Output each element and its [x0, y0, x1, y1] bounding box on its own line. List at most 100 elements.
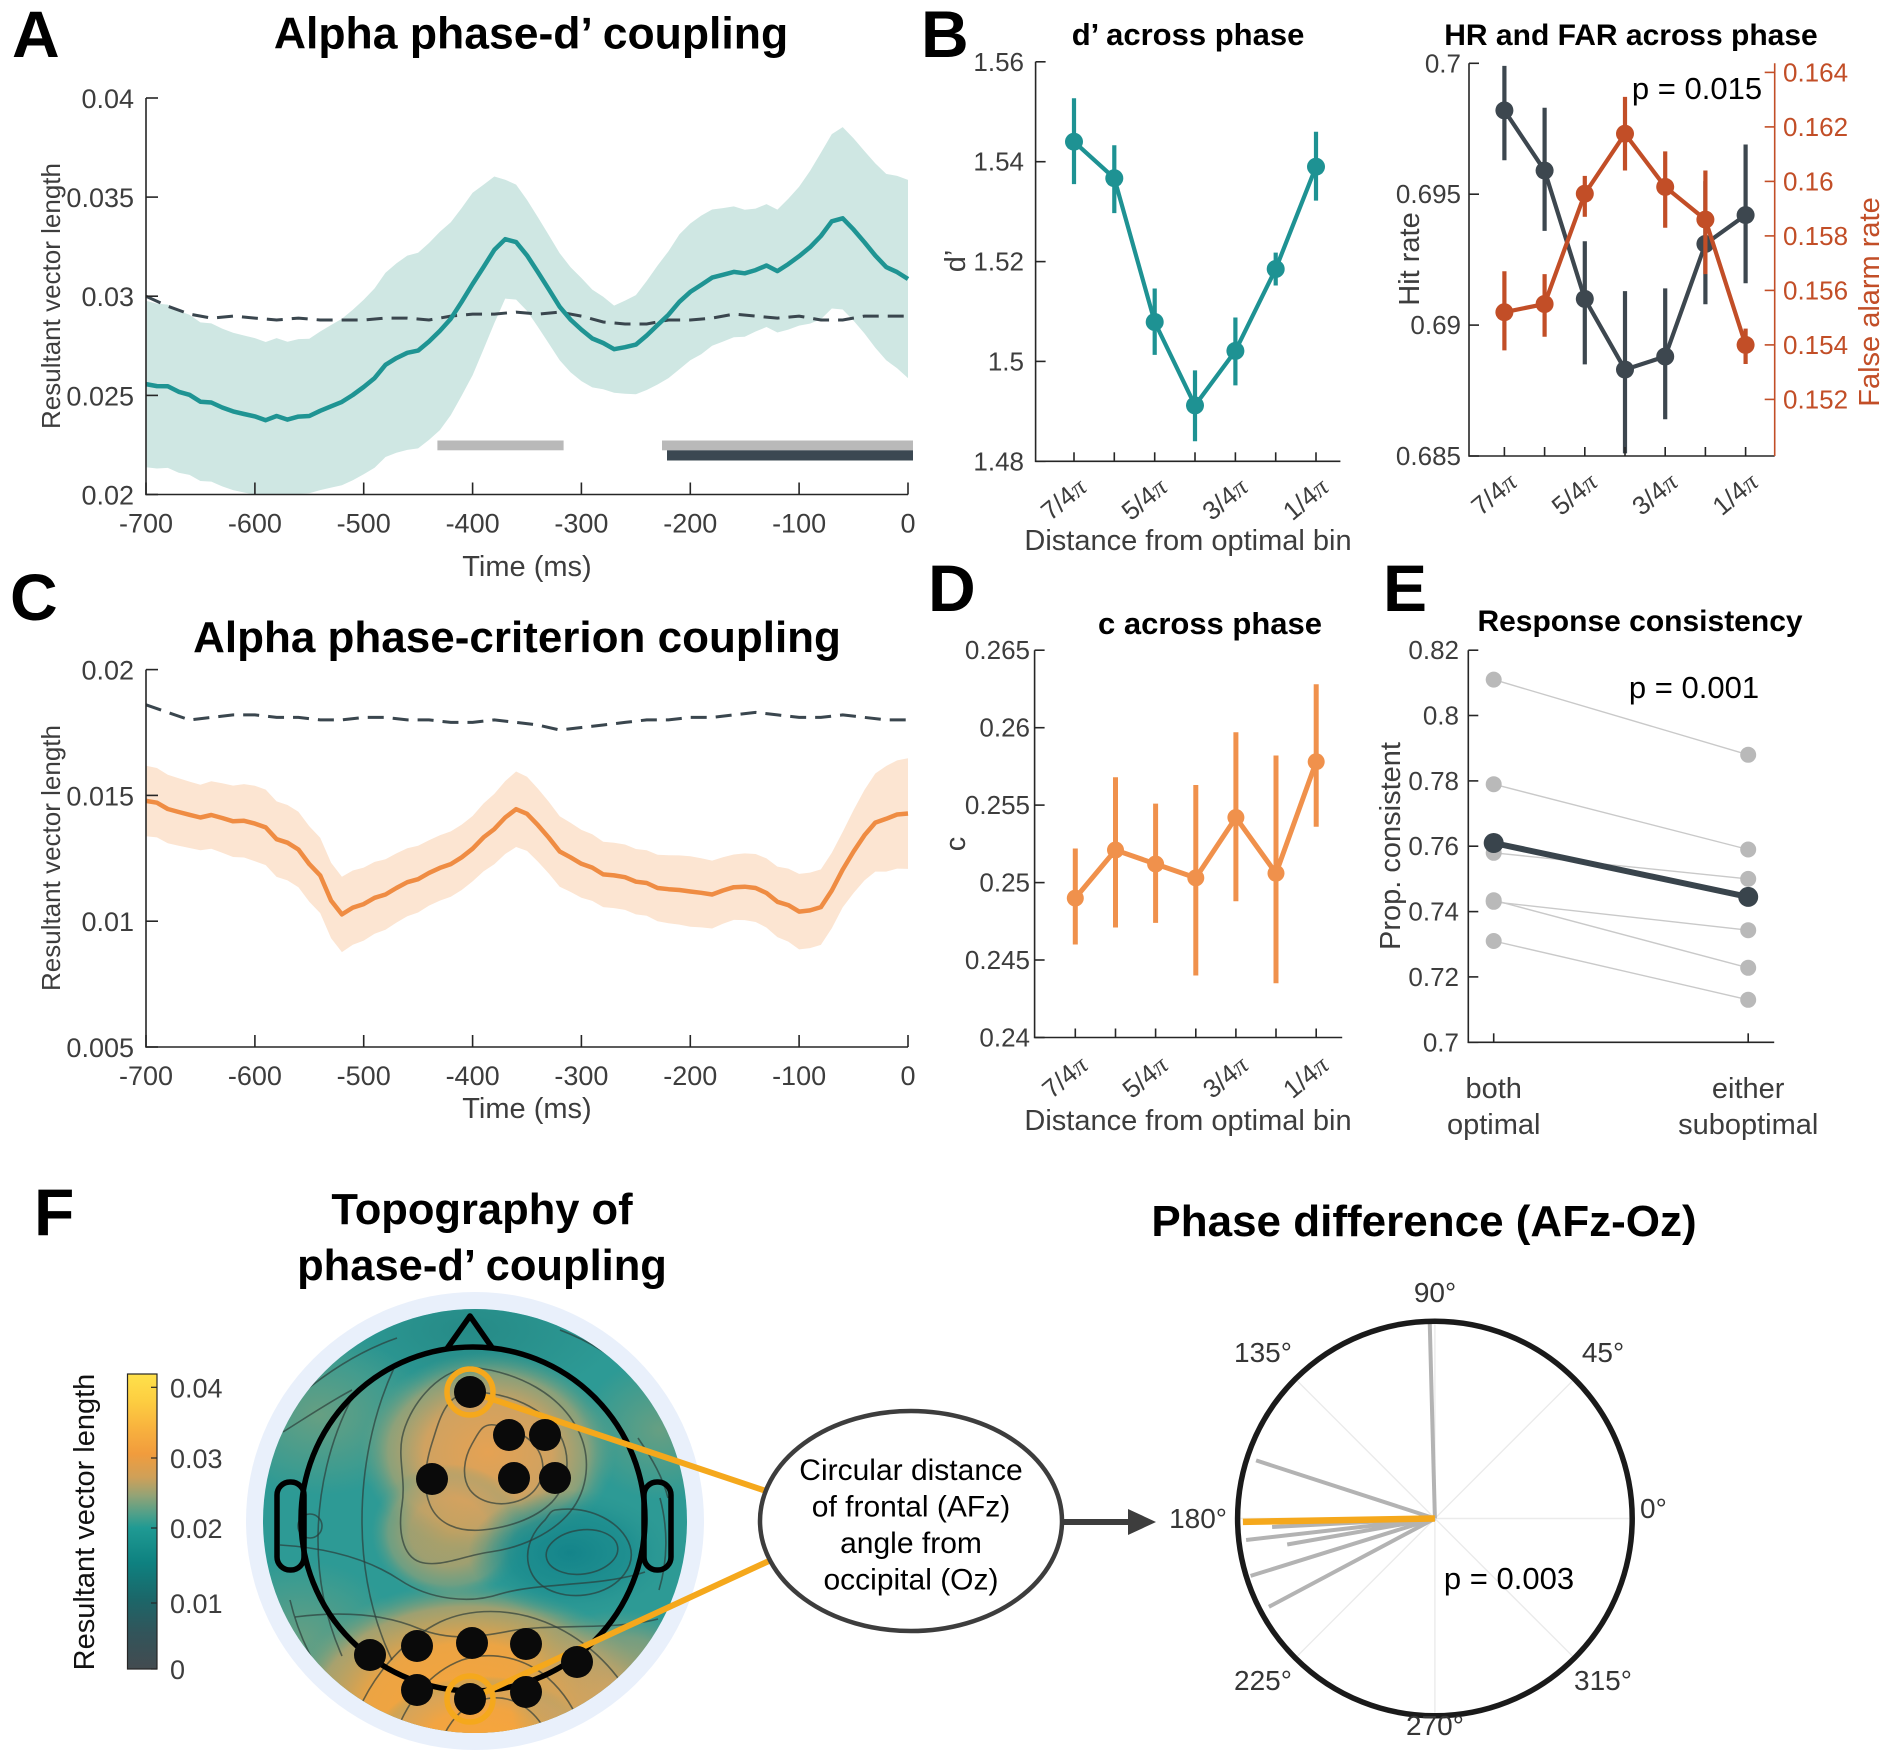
svg-text:0.158: 0.158 — [1783, 221, 1848, 251]
svg-text:either: either — [1712, 1073, 1785, 1105]
svg-text:135°: 135° — [1234, 1337, 1292, 1368]
svg-text:Resultant vector length: Resultant vector length — [36, 725, 66, 991]
svg-text:1.52: 1.52 — [973, 247, 1024, 277]
svg-text:0.015: 0.015 — [66, 781, 134, 811]
svg-text:Distance from optimal bin: Distance from optimal bin — [1024, 1105, 1351, 1137]
svg-text:0.76: 0.76 — [1408, 831, 1459, 861]
svg-text:HR and FAR across phase: HR and FAR across phase — [1444, 19, 1817, 52]
svg-text:0.164: 0.164 — [1783, 57, 1848, 87]
svg-text:0: 0 — [900, 509, 915, 539]
svg-text:0.685: 0.685 — [1396, 441, 1461, 471]
svg-text:0.01: 0.01 — [81, 907, 134, 937]
svg-text:Prop. consistent: Prop. consistent — [1375, 742, 1407, 950]
svg-text:0.03: 0.03 — [81, 282, 134, 312]
svg-text:-700: -700 — [119, 1061, 173, 1091]
svg-text:0.265: 0.265 — [965, 635, 1030, 665]
svg-text:0°: 0° — [1640, 1493, 1667, 1524]
svg-text:-600: -600 — [228, 1061, 282, 1091]
svg-text:Response consistency: Response consistency — [1477, 605, 1802, 638]
svg-text:-600: -600 — [228, 509, 282, 539]
svg-text:occipital (Oz): occipital (Oz) — [823, 1564, 998, 1597]
svg-text:0.02: 0.02 — [170, 1514, 223, 1544]
svg-text:0.24: 0.24 — [979, 1023, 1030, 1053]
svg-text:270°: 270° — [1406, 1710, 1464, 1741]
svg-text:-400: -400 — [446, 1061, 500, 1091]
svg-text:-300: -300 — [554, 1061, 608, 1091]
svg-text:Resultant vector length: Resultant vector length — [69, 1374, 101, 1671]
svg-text:225°: 225° — [1234, 1665, 1292, 1696]
svg-text:-100: -100 — [772, 1061, 826, 1091]
svg-text:1.5: 1.5 — [988, 346, 1024, 376]
svg-text:0.04: 0.04 — [81, 84, 134, 114]
svg-text:Topography of: Topography of — [331, 1186, 633, 1234]
svg-text:c across phase: c across phase — [1098, 606, 1322, 641]
svg-text:0.02: 0.02 — [81, 656, 134, 686]
svg-text:315°: 315° — [1574, 1665, 1632, 1696]
svg-text:0.69: 0.69 — [1410, 310, 1461, 340]
svg-text:90°: 90° — [1414, 1277, 1456, 1308]
svg-text:p = 0.003: p = 0.003 — [1444, 1561, 1574, 1596]
svg-text:0.025: 0.025 — [66, 381, 134, 411]
svg-text:Circular distance: Circular distance — [799, 1454, 1022, 1487]
svg-text:d’ across phase: d’ across phase — [1072, 17, 1305, 52]
svg-text:False alarm rate: False alarm rate — [1854, 197, 1883, 407]
svg-text:Alpha phase-criterion coupling: Alpha phase-criterion coupling — [193, 613, 841, 662]
svg-text:angle from: angle from — [840, 1527, 982, 1560]
svg-text:C: C — [10, 560, 58, 634]
svg-text:0.74: 0.74 — [1408, 897, 1459, 927]
svg-text:0.255: 0.255 — [965, 790, 1030, 820]
svg-text:0.005: 0.005 — [66, 1033, 134, 1063]
svg-text:0.035: 0.035 — [66, 183, 134, 213]
svg-text:E: E — [1383, 551, 1427, 625]
svg-text:p = 0.015: p = 0.015 — [1632, 71, 1762, 106]
svg-text:B: B — [921, 0, 969, 71]
svg-text:0.26: 0.26 — [979, 713, 1030, 743]
svg-text:1.54: 1.54 — [973, 147, 1024, 177]
svg-text:0.02: 0.02 — [81, 481, 134, 511]
svg-text:-500: -500 — [337, 1061, 391, 1091]
svg-text:0.03: 0.03 — [170, 1444, 223, 1474]
svg-text:0.8: 0.8 — [1423, 701, 1459, 731]
svg-text:F: F — [34, 1175, 74, 1249]
svg-text:0.695: 0.695 — [1396, 179, 1461, 209]
svg-text:Hit rate: Hit rate — [1394, 212, 1426, 305]
svg-text:-200: -200 — [663, 1061, 717, 1091]
svg-text:0.01: 0.01 — [170, 1589, 223, 1619]
svg-text:0.25: 0.25 — [979, 868, 1030, 898]
svg-text:d’: d’ — [940, 250, 972, 273]
svg-text:0.82: 0.82 — [1408, 635, 1459, 665]
svg-text:p = 0.001: p = 0.001 — [1629, 670, 1759, 705]
svg-text:0.156: 0.156 — [1783, 275, 1848, 305]
svg-text:45°: 45° — [1582, 1337, 1624, 1368]
svg-text:-100: -100 — [772, 509, 826, 539]
svg-text:0.7: 0.7 — [1425, 48, 1461, 78]
svg-text:0.16: 0.16 — [1783, 166, 1834, 196]
svg-text:A: A — [12, 0, 60, 71]
svg-text:1.56: 1.56 — [973, 47, 1024, 77]
svg-text:Resultant vector length: Resultant vector length — [36, 163, 66, 429]
svg-text:0.154: 0.154 — [1783, 330, 1848, 360]
svg-text:0.162: 0.162 — [1783, 112, 1848, 142]
svg-text:-400: -400 — [446, 509, 500, 539]
svg-text:-300: -300 — [554, 509, 608, 539]
svg-text:Alpha phase-d’ coupling: Alpha phase-d’ coupling — [274, 10, 788, 59]
svg-text:0.04: 0.04 — [170, 1373, 223, 1403]
svg-text:Time (ms): Time (ms) — [462, 551, 591, 583]
svg-text:-200: -200 — [663, 509, 717, 539]
svg-text:c: c — [940, 837, 972, 852]
svg-text:0.7: 0.7 — [1423, 1027, 1459, 1057]
svg-text:-700: -700 — [119, 509, 173, 539]
svg-text:Phase difference (AFz-Oz): Phase difference (AFz-Oz) — [1151, 1197, 1696, 1246]
svg-text:D: D — [928, 551, 976, 625]
svg-text:phase-d’ coupling: phase-d’ coupling — [297, 1242, 667, 1290]
svg-text:suboptimal: suboptimal — [1678, 1109, 1818, 1141]
svg-text:0.78: 0.78 — [1408, 766, 1459, 796]
svg-text:both: both — [1465, 1073, 1521, 1105]
svg-text:180°: 180° — [1169, 1503, 1227, 1534]
svg-text:0: 0 — [170, 1655, 185, 1685]
svg-text:1.48: 1.48 — [973, 446, 1024, 476]
svg-text:0.152: 0.152 — [1783, 384, 1848, 414]
svg-text:Distance from optimal bin: Distance from optimal bin — [1024, 525, 1351, 557]
svg-text:Time (ms): Time (ms) — [462, 1093, 591, 1125]
svg-text:0.245: 0.245 — [965, 945, 1030, 975]
